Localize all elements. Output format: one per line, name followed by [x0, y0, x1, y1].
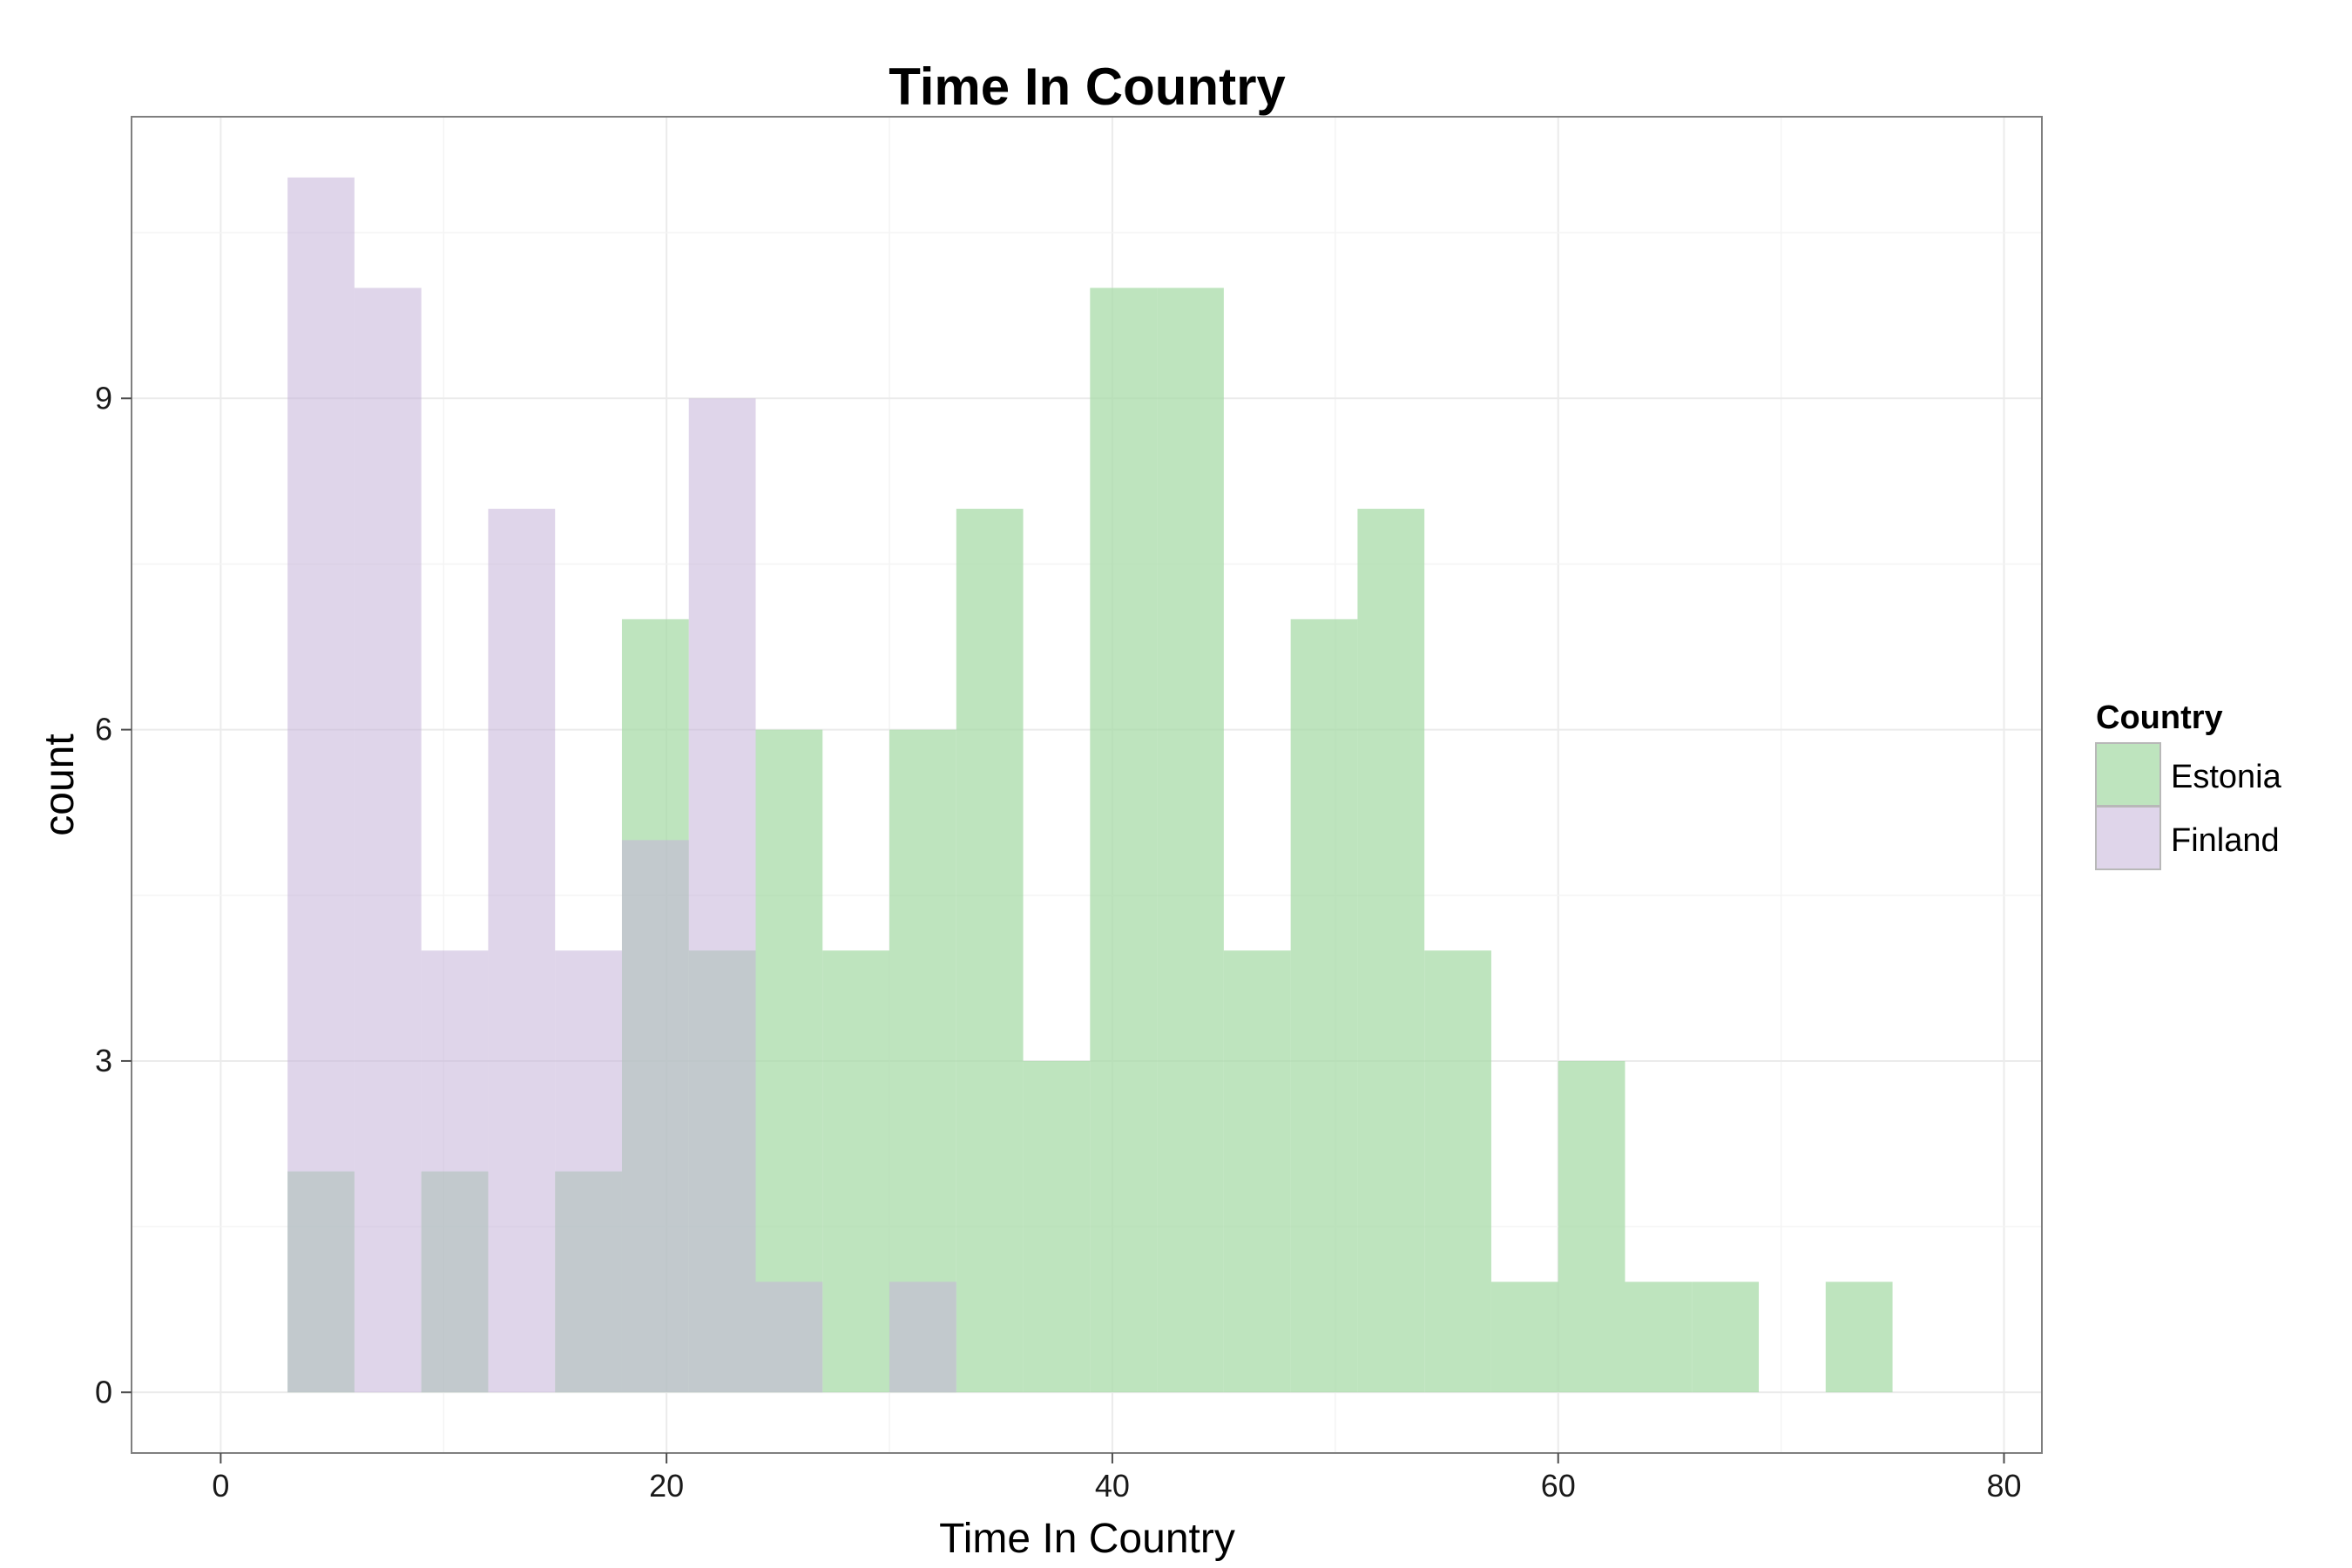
histogram-bar-estonia: [1223, 950, 1291, 1393]
chart-title: Time In Country: [889, 57, 1286, 116]
histogram-bar-estonia: [1357, 509, 1425, 1393]
x-axis-title: Time In Country: [939, 1516, 1235, 1562]
histogram-bar-estonia: [1157, 287, 1224, 1393]
x-tick-label: 20: [649, 1468, 684, 1504]
y-tick-label: 6: [95, 712, 112, 747]
x-tick-label: 40: [1095, 1468, 1130, 1504]
histogram-bar-estonia: [1558, 1060, 1625, 1393]
bars: [287, 177, 1893, 1393]
y-tick-label: 9: [95, 380, 112, 416]
histogram-bar-estonia: [1023, 1060, 1091, 1393]
histogram-bar-estonia: [1625, 1281, 1693, 1393]
x-tick-label: 0: [212, 1468, 229, 1504]
histogram-bar-finland: [621, 840, 689, 1393]
legend-swatch-finland: [2095, 806, 2161, 870]
x-tick-label: 80: [1986, 1468, 2021, 1504]
histogram-bar-estonia: [1825, 1281, 1893, 1393]
histogram-bar-finland: [354, 287, 422, 1393]
plot-border: [131, 116, 2043, 1454]
histogram-bar-finland: [889, 1281, 956, 1393]
histogram-bar-estonia: [1490, 1281, 1558, 1393]
histogram-bar-finland: [488, 509, 556, 1393]
histogram-bar-estonia: [956, 509, 1024, 1393]
legend-title: Country: [2096, 700, 2223, 736]
histogram-bar-estonia: [1090, 287, 1158, 1393]
y-axis-title: count: [37, 733, 83, 835]
y-tick-label: 0: [95, 1374, 112, 1409]
histogram-bar-finland: [555, 950, 622, 1393]
histogram-bar-estonia: [1692, 1281, 1760, 1393]
histogram-bar-finland: [287, 177, 355, 1393]
histogram-bar-finland: [755, 1281, 823, 1393]
legend-label-estonia: Estonia: [2171, 759, 2282, 795]
histogram-bar-estonia: [1290, 618, 1358, 1393]
histogram-bar-finland: [421, 950, 489, 1393]
legend-swatch-estonia: [2095, 742, 2161, 807]
histogram-bar-estonia: [1424, 950, 1491, 1393]
histogram-bar-estonia: [822, 950, 890, 1393]
x-tick-label: 60: [1541, 1468, 1576, 1504]
legend: Country Estonia Finland: [2095, 700, 2282, 870]
axes: 0 20 40 60 80 0 3 6 9: [95, 380, 2022, 1504]
legend-label-finland: Finland: [2171, 822, 2280, 859]
y-tick-label: 3: [95, 1043, 112, 1078]
histogram-bar-finland: [688, 398, 756, 1393]
